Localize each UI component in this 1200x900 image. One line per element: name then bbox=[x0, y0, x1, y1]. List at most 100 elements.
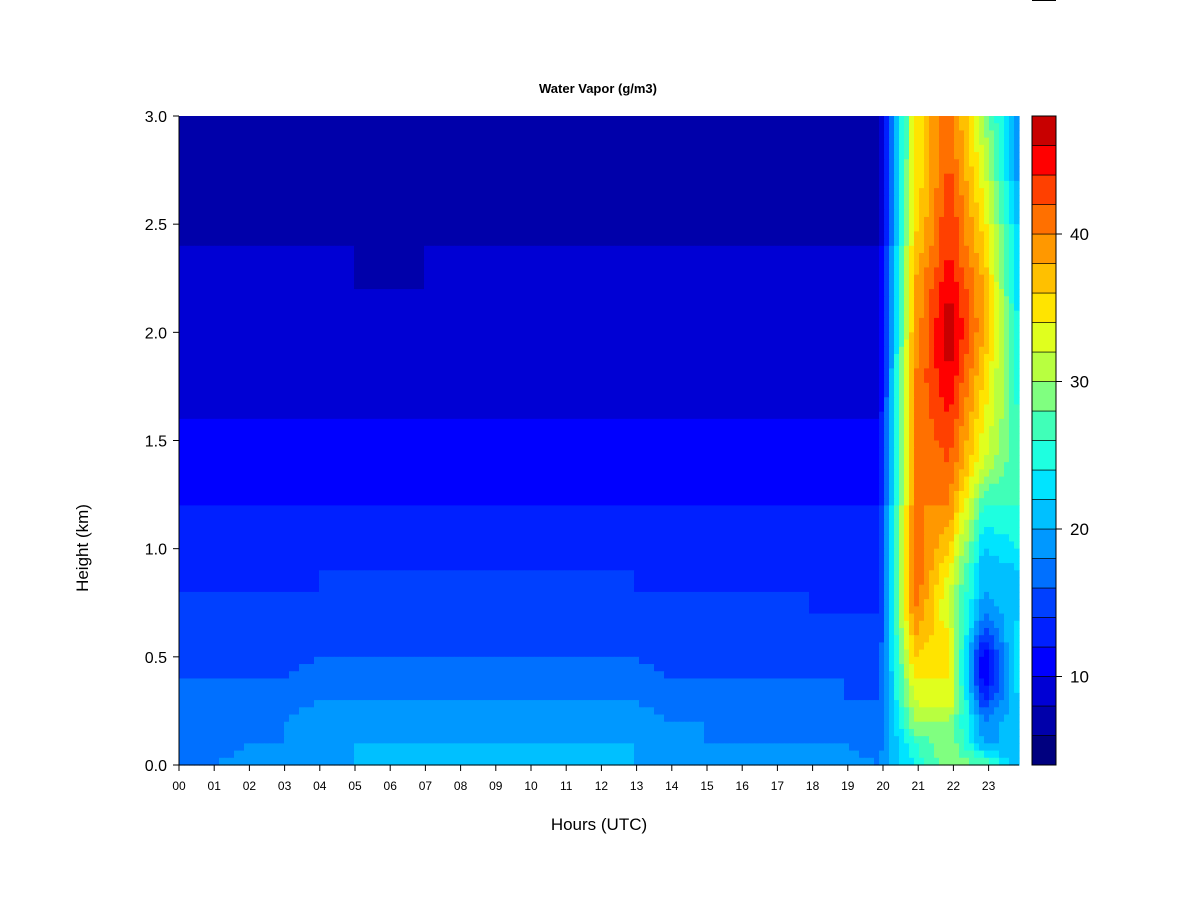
heatmap-cell bbox=[454, 231, 460, 240]
heatmap-cell bbox=[389, 325, 395, 333]
heatmap-cell bbox=[784, 310, 790, 319]
heatmap-cell bbox=[904, 130, 910, 139]
heatmap-cell bbox=[389, 245, 395, 254]
heatmap-cell bbox=[754, 209, 760, 218]
heatmap-cell bbox=[794, 274, 800, 283]
heatmap-cell bbox=[1009, 137, 1015, 146]
heatmap-cell bbox=[289, 253, 295, 261]
heatmap-cell bbox=[819, 260, 825, 269]
heatmap-cell bbox=[684, 274, 690, 283]
heatmap-cell bbox=[214, 289, 220, 297]
heatmap-cell bbox=[924, 245, 930, 254]
heatmap-cell bbox=[664, 188, 670, 196]
heatmap-cell bbox=[419, 310, 425, 319]
heatmap-cell bbox=[989, 253, 995, 261]
heatmap-cell bbox=[534, 224, 540, 232]
heatmap-cell bbox=[809, 152, 815, 160]
heatmap-cell bbox=[364, 152, 370, 160]
heatmap-cell bbox=[549, 281, 555, 290]
heatmap-cell bbox=[649, 260, 655, 269]
heatmap-cell bbox=[794, 310, 800, 319]
heatmap-cell bbox=[449, 260, 455, 269]
heatmap-cell bbox=[784, 238, 790, 247]
heatmap-cell bbox=[634, 173, 640, 182]
heatmap-cell bbox=[204, 159, 210, 168]
heatmap-cell bbox=[799, 137, 805, 146]
heatmap-cell bbox=[694, 209, 700, 218]
heatmap-cell bbox=[304, 180, 310, 189]
heatmap-cell bbox=[954, 317, 960, 326]
heatmap-cell bbox=[749, 296, 755, 305]
heatmap-cell bbox=[594, 253, 600, 261]
heatmap-cell bbox=[909, 209, 915, 218]
heatmap-cell bbox=[754, 260, 760, 269]
heatmap-cell bbox=[754, 296, 760, 305]
heatmap-cell bbox=[659, 260, 665, 269]
heatmap-cell bbox=[384, 310, 390, 319]
heatmap-cell bbox=[564, 296, 570, 305]
heatmap-cell bbox=[944, 281, 950, 290]
heatmap-cell bbox=[344, 245, 350, 254]
heatmap-cell bbox=[834, 195, 840, 204]
heatmap-cell bbox=[184, 303, 190, 312]
heatmap-cell bbox=[499, 159, 505, 168]
heatmap-cell bbox=[314, 152, 320, 160]
heatmap-cell bbox=[454, 152, 460, 160]
heatmap-cell bbox=[544, 123, 550, 132]
heatmap-cell bbox=[884, 216, 890, 225]
heatmap-cell bbox=[364, 238, 370, 247]
heatmap-cell bbox=[354, 209, 360, 218]
heatmap-cell bbox=[784, 267, 790, 276]
heatmap-cell bbox=[424, 281, 430, 290]
heatmap-cell bbox=[414, 310, 420, 319]
heatmap-cell bbox=[824, 253, 830, 261]
heatmap-cell bbox=[714, 130, 720, 139]
heatmap-cell bbox=[299, 159, 305, 168]
heatmap-cell bbox=[904, 260, 910, 269]
heatmap-cell bbox=[394, 159, 400, 168]
heatmap-cell bbox=[194, 238, 200, 247]
heatmap-cell bbox=[784, 216, 790, 225]
heatmap-cell bbox=[959, 289, 965, 297]
heatmap-cell bbox=[464, 159, 470, 168]
heatmap-cell bbox=[494, 267, 500, 276]
heatmap-cell bbox=[239, 137, 245, 146]
heatmap-cell bbox=[399, 180, 405, 189]
heatmap-cell bbox=[289, 310, 295, 319]
heatmap-cell bbox=[314, 144, 320, 153]
heatmap-cell bbox=[204, 224, 210, 232]
heatmap-cell bbox=[619, 296, 625, 305]
heatmap-cell bbox=[614, 159, 620, 168]
heatmap-cell bbox=[214, 188, 220, 196]
heatmap-cell bbox=[369, 289, 375, 297]
heatmap-cell bbox=[669, 209, 675, 218]
heatmap-cell bbox=[1014, 245, 1020, 254]
heatmap-cell bbox=[284, 152, 290, 160]
heatmap-cell bbox=[779, 296, 785, 305]
heatmap-cell bbox=[179, 137, 185, 146]
heatmap-cell bbox=[764, 224, 770, 232]
heatmap-cell bbox=[479, 224, 485, 232]
heatmap-cell bbox=[359, 209, 365, 218]
heatmap-cell bbox=[399, 116, 405, 124]
heatmap-cell bbox=[394, 260, 400, 269]
heatmap-cell bbox=[219, 231, 225, 240]
heatmap-cell bbox=[284, 303, 290, 312]
heatmap-cell bbox=[309, 238, 315, 247]
heatmap-cell bbox=[179, 144, 185, 153]
heatmap-cell bbox=[644, 289, 650, 297]
heatmap-cell bbox=[409, 267, 415, 276]
heatmap-cell bbox=[564, 267, 570, 276]
heatmap-cell bbox=[339, 325, 345, 333]
heatmap-cell bbox=[199, 216, 205, 225]
heatmap-cell bbox=[529, 116, 535, 124]
heatmap-cell bbox=[229, 303, 235, 312]
heatmap-cell bbox=[569, 130, 575, 139]
heatmap-cell bbox=[194, 303, 200, 312]
heatmap-cell bbox=[484, 152, 490, 160]
heatmap-cell bbox=[989, 231, 995, 240]
heatmap-cell bbox=[269, 253, 275, 261]
heatmap-cell bbox=[824, 231, 830, 240]
heatmap-cell bbox=[994, 144, 1000, 153]
heatmap-cell bbox=[284, 144, 290, 153]
